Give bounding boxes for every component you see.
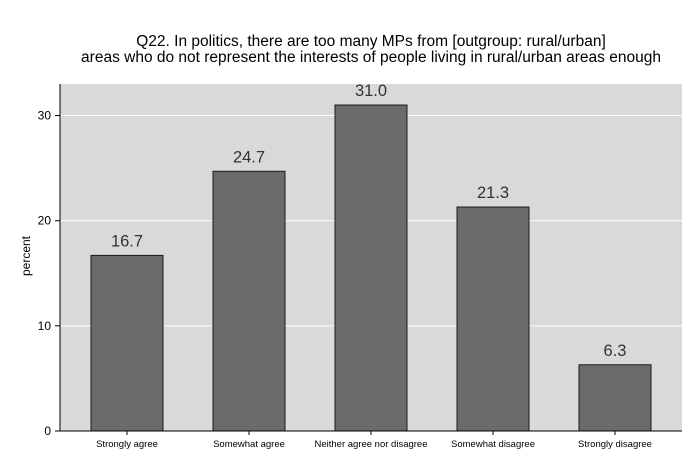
bar-value-label: 16.7 bbox=[111, 232, 143, 250]
bar-value-label: 21.3 bbox=[477, 184, 509, 202]
y-tick-label: 30 bbox=[38, 109, 52, 123]
y-axis-label: percent bbox=[19, 235, 33, 276]
x-tick-label: Somewhat agree bbox=[213, 439, 285, 450]
x-axis-labels: Strongly agree Somewhat agree Neither agre… bbox=[96, 431, 652, 450]
bar bbox=[334, 104, 408, 432]
x-tick-label: Somewhat disagree bbox=[451, 439, 535, 450]
y-tick-label: 0 bbox=[44, 424, 51, 438]
bar bbox=[578, 364, 652, 432]
x-tick-label: Strongly disagree bbox=[578, 439, 652, 450]
bar-value-label: 6.3 bbox=[604, 342, 627, 360]
bar-value-label: 31.0 bbox=[355, 82, 387, 100]
value-labels: 16.7 24.7 31.0 21.3 6.3 bbox=[111, 82, 627, 360]
x-tick-label: Neither agree nor disagree bbox=[314, 439, 427, 450]
x-tick-label: Strongly agree bbox=[96, 439, 158, 450]
chart-title-line-1: Q22. In politics, there are too many MPs… bbox=[136, 33, 606, 50]
bar-value-label: 24.7 bbox=[233, 148, 265, 166]
bars bbox=[90, 104, 652, 432]
chart-title-line-2: areas who do not represent the interests… bbox=[81, 49, 661, 66]
bar bbox=[456, 206, 530, 432]
y-tick-label: 20 bbox=[38, 214, 52, 228]
y-axis: 0 10 20 30 bbox=[38, 84, 682, 438]
bar bbox=[212, 170, 286, 432]
y-tick-label: 10 bbox=[38, 319, 52, 333]
bar bbox=[90, 254, 164, 432]
